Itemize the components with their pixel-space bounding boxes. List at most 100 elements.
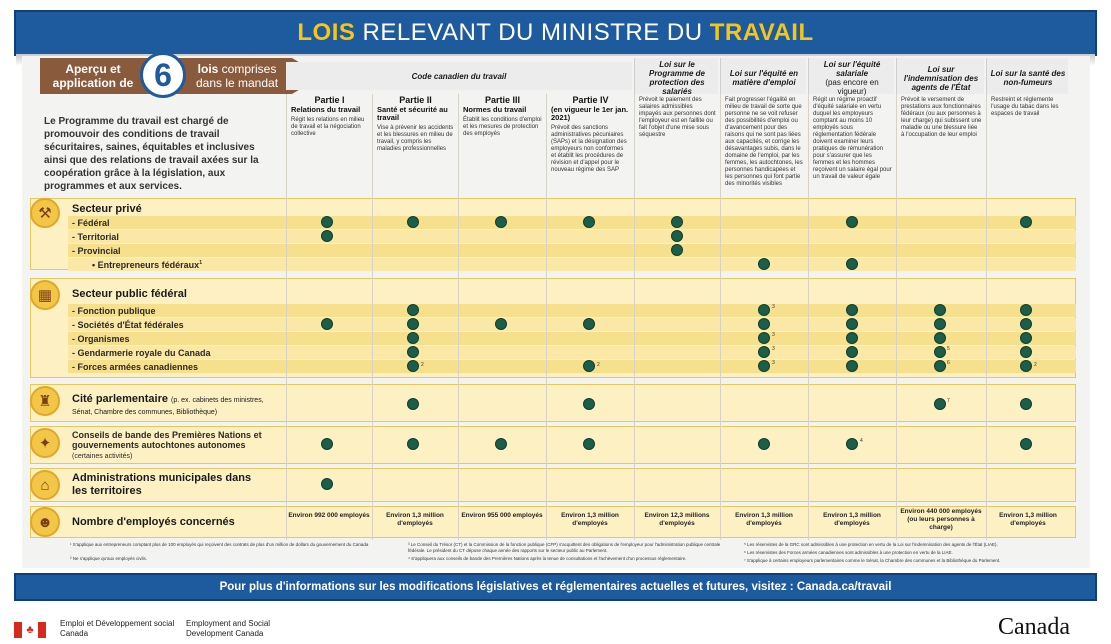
applies-dot — [846, 346, 858, 358]
grid-decoration — [546, 94, 547, 540]
apercu-label: Aperçu et application de — [52, 62, 134, 90]
grid-decoration — [68, 216, 1076, 229]
law-header: Loi sur le Programme de protection des s… — [648, 60, 706, 96]
building-icon: ▦ — [30, 280, 60, 310]
applies-dot — [407, 318, 419, 330]
apercu-laws-label: lois comprises dans le mandat — [195, 62, 279, 90]
footnote: ⁵ Les réservistes de la GRC sont admissi… — [744, 542, 998, 547]
applies-dot — [583, 216, 595, 228]
footnote: ¹ S'applique aux entrepreneurs comptant … — [70, 542, 369, 547]
applies-dot — [407, 216, 419, 228]
grid-decoration — [68, 360, 1076, 373]
footnote: ³ Le Conseil du Trésor (CT) et la Commis… — [408, 542, 721, 553]
section-nombre — [30, 506, 1076, 538]
grid-decoration — [68, 258, 1076, 271]
info-link-bar[interactable]: Pour plus d'informations sur les modific… — [14, 573, 1097, 601]
footnote-ref: 6 — [947, 360, 950, 366]
footnote-ref: 3 — [772, 304, 775, 310]
grid-decoration — [986, 94, 987, 540]
footnote-ref: 4 — [860, 438, 863, 444]
applies-dot — [758, 360, 770, 372]
row-label: - Fédéral — [72, 218, 110, 228]
applies-dot — [407, 398, 419, 410]
part-column: Partie III Normes du travail Établit les c… — [458, 94, 546, 198]
applies-dot — [495, 438, 507, 450]
law-desc: Prévoit le paiement des salaires admissi… — [634, 94, 720, 198]
applies-dot — [846, 258, 858, 270]
code-header: Code canadien du travail — [286, 62, 632, 90]
footnote: ⁴ S'appliquera aux conseils de bande des… — [408, 556, 687, 561]
footnote-ref: 5 — [947, 346, 950, 352]
applies-dot — [758, 318, 770, 330]
employee-count: Environ 1,3 million d'employés — [561, 512, 619, 527]
canada-flag-icon: ♣ — [14, 622, 46, 638]
applies-dot — [758, 304, 770, 316]
law-desc: Restreint et réglemente l'usage du tabac… — [986, 94, 1068, 198]
page-title: LOIS RELEVANT DU MINISTRE DU TRAVAIL — [297, 19, 814, 46]
footnote-ref: 3 — [772, 332, 775, 338]
grid-decoration — [458, 94, 459, 540]
law-desc: Régit un régime proactif d'équité salari… — [808, 94, 896, 198]
applies-dot — [934, 332, 946, 344]
applies-dot — [758, 346, 770, 358]
applies-dot — [321, 216, 333, 228]
applies-dot — [495, 216, 507, 228]
law-header: Loi sur l'équité salariale (pas encore en… — [823, 60, 881, 96]
grid-decoration — [808, 94, 809, 540]
applies-dot — [407, 304, 419, 316]
law-header: Loi sur la santé des non-fumeurs — [990, 69, 1066, 87]
applies-dot — [407, 360, 419, 372]
part-column: Partie I Relations du travail Régit les re… — [286, 94, 372, 198]
part-column: Partie IV (en vigueur le 1er jan. 2021) Pr… — [546, 94, 634, 198]
row-label: - Territorial — [72, 232, 119, 242]
section-conseils — [30, 426, 1076, 464]
footnote-ref: 7 — [947, 398, 950, 404]
applies-dot — [846, 438, 858, 450]
applies-dot — [846, 304, 858, 316]
applies-dot — [407, 438, 419, 450]
row-label: - Forces armées canadiennes — [72, 362, 199, 372]
applies-dot — [407, 332, 419, 344]
applies-dot — [583, 438, 595, 450]
applies-dot — [1020, 346, 1032, 358]
applies-dot — [1020, 318, 1032, 330]
footnote: ⁶ Les réservistes des Forces armées cana… — [744, 550, 953, 555]
section-admin — [30, 468, 1076, 502]
footnote-ref: 2 — [421, 362, 424, 368]
grid-decoration — [68, 304, 1076, 317]
applies-dot — [934, 304, 946, 316]
employee-count: Environ 1,3 million d'employés — [999, 512, 1057, 527]
footnote-ref: 2 — [597, 362, 600, 368]
footnote: ⁷ S'applique à certains employeurs parle… — [744, 558, 1001, 563]
employee-count: Environ 1,3 million d'employés — [735, 512, 793, 527]
row-label: - Gendarmerie royale du Canada — [72, 348, 211, 358]
section-label: Secteur public fédéral — [72, 288, 187, 300]
section-label: Administrations municipales dans les ter… — [72, 472, 252, 497]
grid-decoration — [634, 94, 635, 540]
canada-wordmark: Canada — [998, 614, 1070, 640]
section-label: Cité parlementaire (p. ex. cabinets des … — [72, 393, 264, 416]
row-label: - Organismes — [72, 334, 130, 344]
title-banner: LOIS RELEVANT DU MINISTRE DU TRAVAIL — [14, 10, 1097, 66]
row-label: • Entrepreneurs fédéraux1 — [92, 260, 202, 270]
grid-decoration — [68, 318, 1076, 331]
applies-dot — [583, 360, 595, 372]
factory-icon: ⚒ — [30, 198, 60, 228]
footnote: ² Ne s'applique qu'aux employés civils. — [70, 556, 148, 561]
applies-dot — [934, 398, 946, 410]
applies-dot — [1020, 216, 1032, 228]
applies-dot — [846, 360, 858, 372]
section-cite — [30, 384, 1076, 422]
law-header: Loi sur l'équité en matière d'emploi — [729, 69, 799, 87]
applies-dot — [671, 216, 683, 228]
grid-decoration — [68, 230, 1076, 243]
employee-count: Environ 12,3 millions d'employés — [644, 512, 710, 527]
applies-dot — [934, 360, 946, 372]
grid-decoration — [720, 58, 806, 94]
applies-dot — [846, 332, 858, 344]
applies-dot — [1020, 304, 1032, 316]
law-desc: Fait progresser l'égalité en milieu de t… — [720, 94, 808, 198]
grid-decoration — [286, 94, 287, 540]
row-label: - Provincial — [72, 246, 121, 256]
applies-dot — [1020, 438, 1032, 450]
